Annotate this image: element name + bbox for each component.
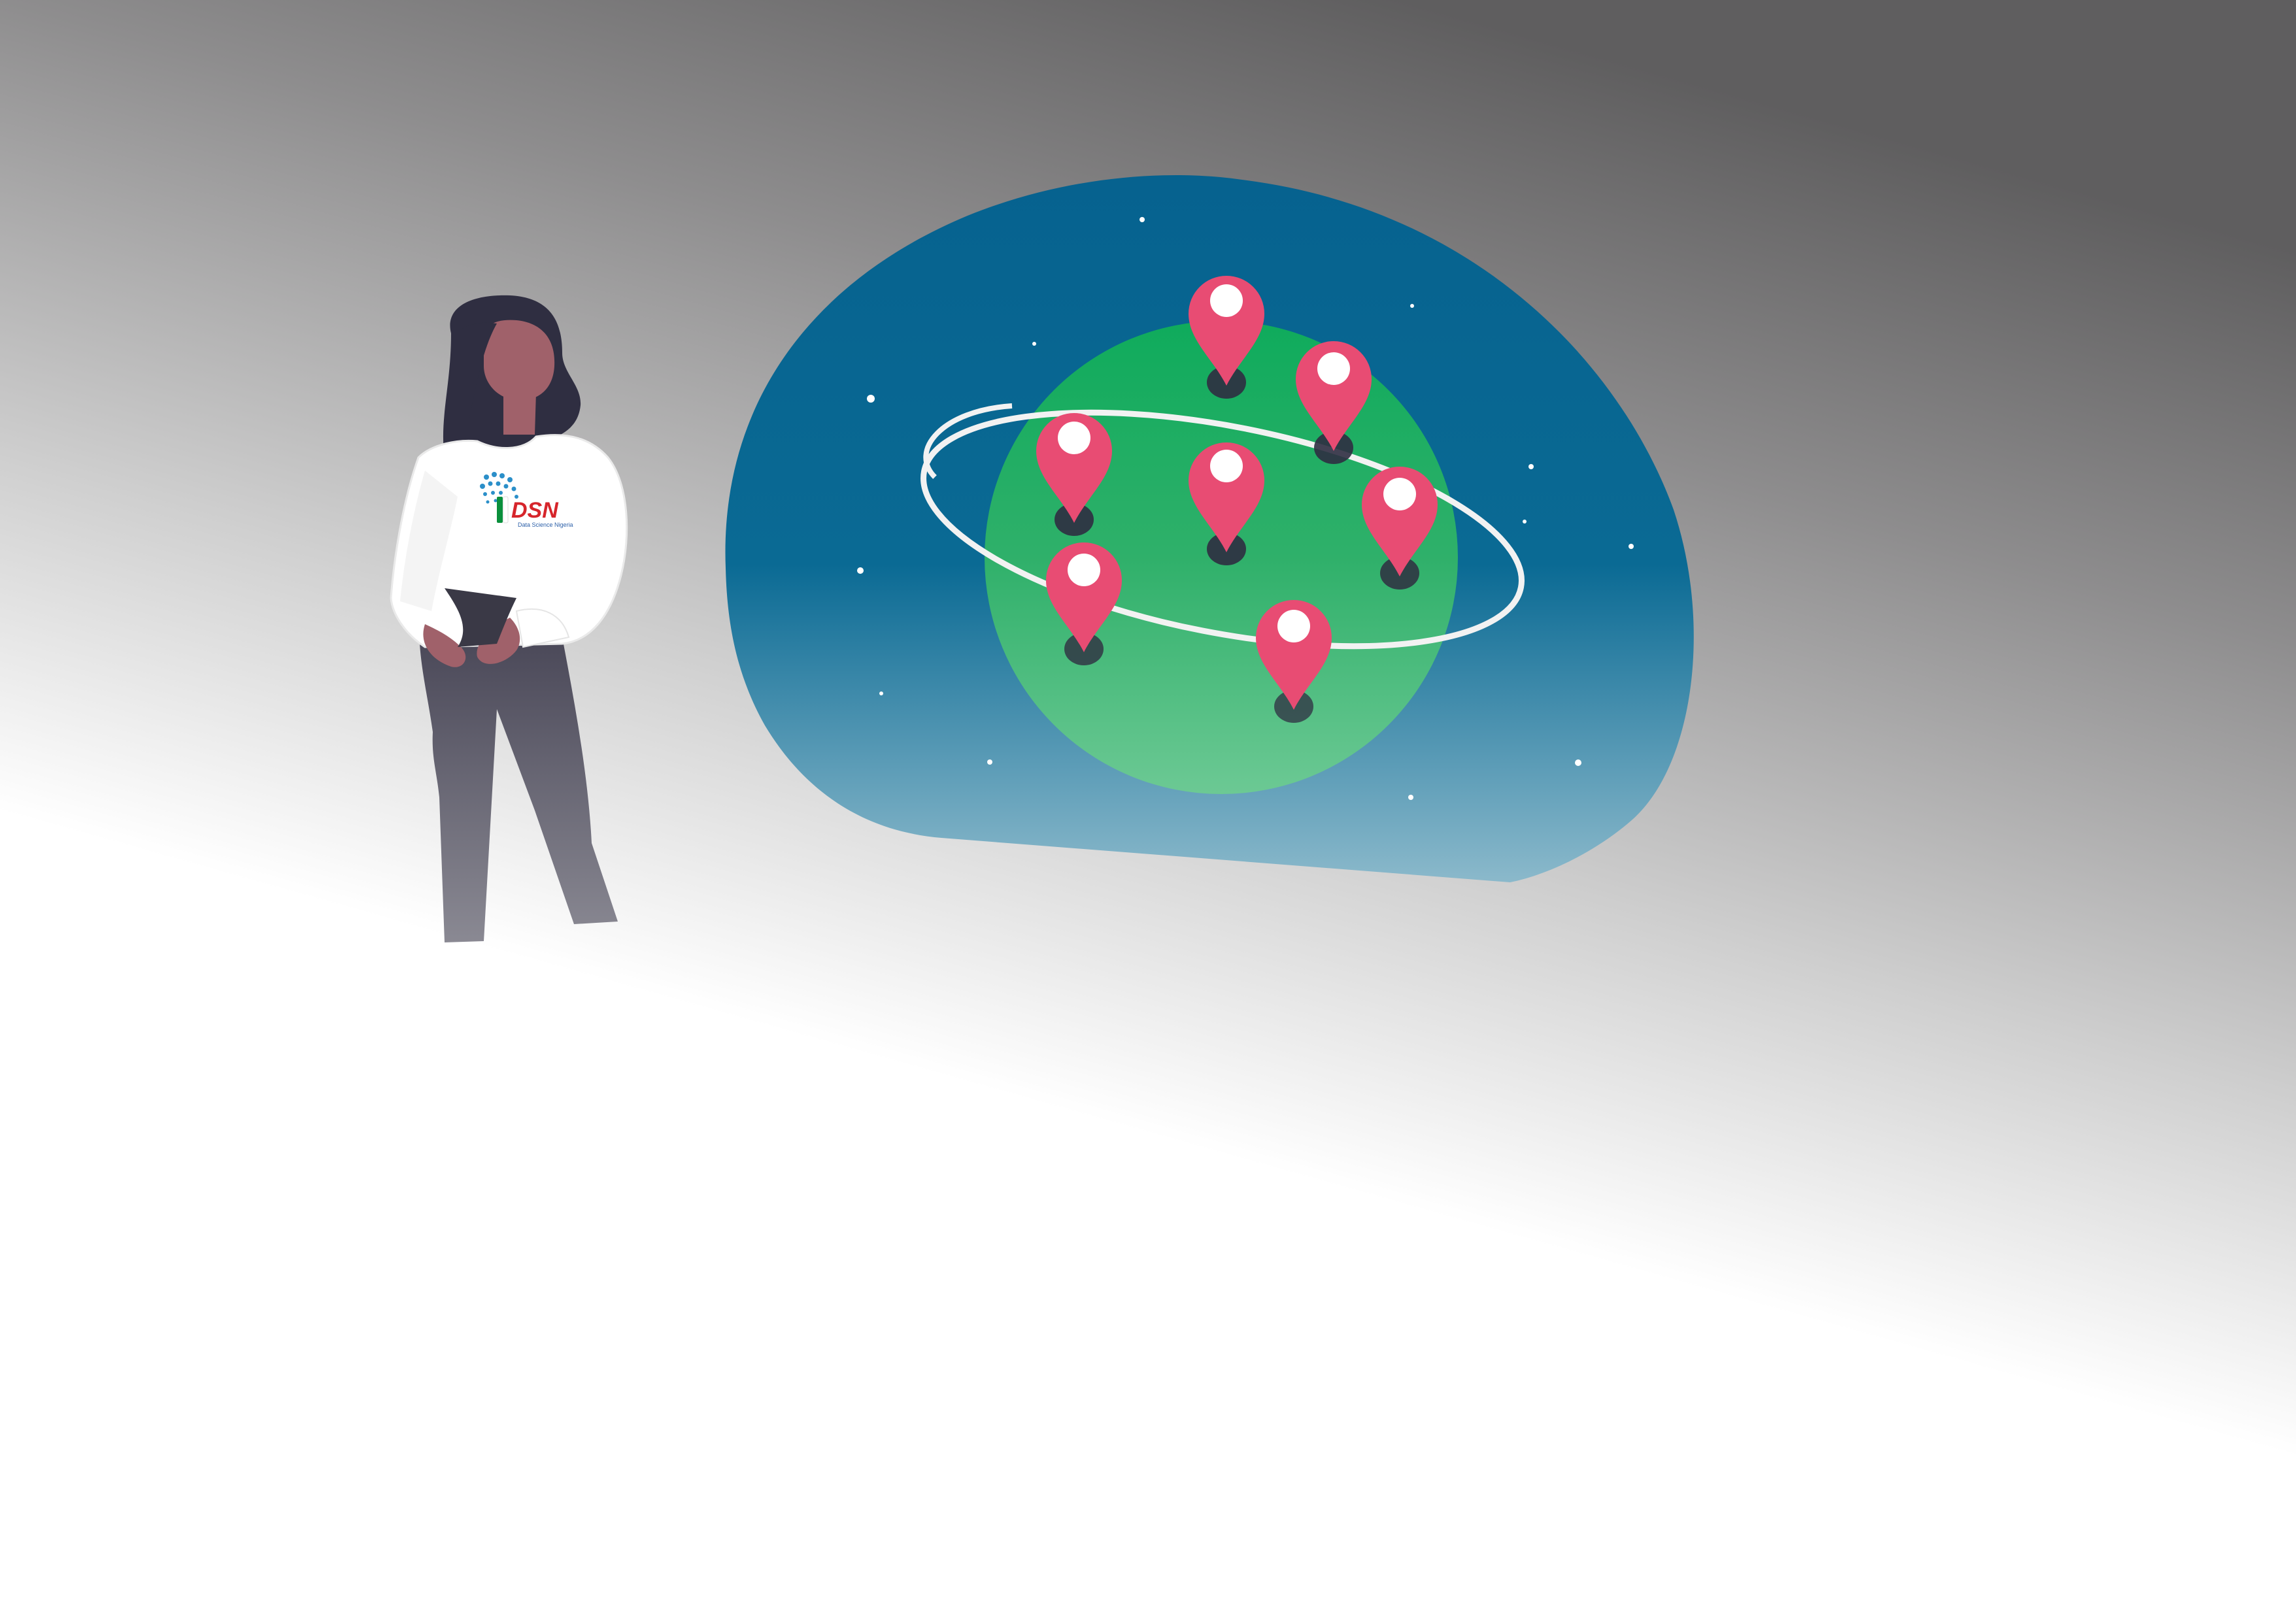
location-pins [1036,276,1438,723]
face [484,320,555,401]
woman-figure: DSN Data Science Nigeria [390,295,628,942]
right-hand [477,618,520,664]
left-hand [423,624,466,667]
star [1140,217,1145,222]
location-pin-icon [1189,276,1264,399]
location-pin-icon [1256,600,1332,723]
location-pin-icon [1296,341,1372,464]
star [1575,759,1581,766]
star [1629,544,1634,549]
star [867,395,875,403]
location-pin-icon [1189,442,1264,565]
star [857,567,864,574]
planet-ring [920,409,1525,650]
location-pin-icon [1046,542,1122,665]
stars [857,217,1634,800]
star [1408,795,1413,800]
star [1032,342,1036,346]
star [1528,464,1534,469]
shirt-logo: DSN Data Science Nigeria [480,472,573,528]
star [1523,520,1527,524]
logo-subtitle: Data Science Nigeria [518,522,573,528]
star [879,691,883,695]
pants [420,637,618,942]
star [987,759,992,765]
logo-dots-icon [480,472,518,504]
location-pin-icon [1362,467,1438,590]
logo-title: DSN [511,498,559,523]
location-pin-icon [1036,413,1112,536]
star [1410,304,1414,308]
logo-flag-icon [497,496,509,524]
